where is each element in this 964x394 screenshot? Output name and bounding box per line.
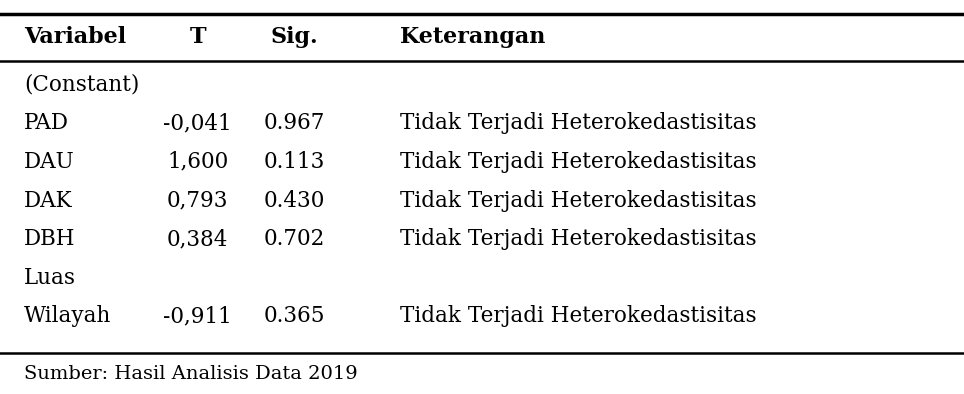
Text: T: T (189, 26, 206, 48)
Text: 0,793: 0,793 (167, 190, 228, 212)
Text: Wilayah: Wilayah (24, 305, 112, 327)
Text: Tidak Terjadi Heterokedastisitas: Tidak Terjadi Heterokedastisitas (400, 305, 757, 327)
Text: (Constant): (Constant) (24, 74, 140, 96)
Text: Tidak Terjadi Heterokedastisitas: Tidak Terjadi Heterokedastisitas (400, 112, 757, 134)
Text: DBH: DBH (24, 228, 75, 250)
Text: 0.113: 0.113 (263, 151, 325, 173)
Text: 0.365: 0.365 (263, 305, 325, 327)
Text: Sig.: Sig. (270, 26, 318, 48)
Text: PAD: PAD (24, 112, 69, 134)
Text: Tidak Terjadi Heterokedastisitas: Tidak Terjadi Heterokedastisitas (400, 190, 757, 212)
Text: 0.430: 0.430 (263, 190, 325, 212)
Text: DAU: DAU (24, 151, 75, 173)
Text: DAK: DAK (24, 190, 72, 212)
Text: -0,911: -0,911 (163, 305, 232, 327)
Text: 1,600: 1,600 (167, 151, 228, 173)
Text: 0,384: 0,384 (167, 228, 228, 250)
Text: Tidak Terjadi Heterokedastisitas: Tidak Terjadi Heterokedastisitas (400, 228, 757, 250)
Text: Luas: Luas (24, 267, 76, 289)
Text: Tidak Terjadi Heterokedastisitas: Tidak Terjadi Heterokedastisitas (400, 151, 757, 173)
Text: Sumber: Hasil Analisis Data 2019: Sumber: Hasil Analisis Data 2019 (24, 364, 358, 383)
Text: 0.702: 0.702 (263, 228, 325, 250)
Text: -0,041: -0,041 (163, 112, 232, 134)
Text: Keterangan: Keterangan (400, 26, 546, 48)
Text: 0.967: 0.967 (263, 112, 325, 134)
Text: Variabel: Variabel (24, 26, 126, 48)
